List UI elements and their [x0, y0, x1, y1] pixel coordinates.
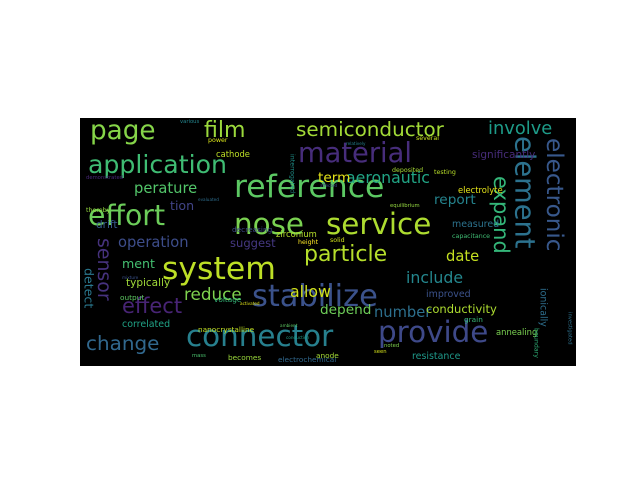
word-demonstrated: demonstrated: [86, 175, 124, 181]
word-typically: typically: [126, 277, 171, 289]
word-change: change: [86, 331, 160, 355]
word-deposited: deposited: [392, 167, 424, 174]
word-height: height: [298, 239, 319, 246]
word-ionically: ionically: [537, 288, 549, 327]
word-film: film: [204, 118, 246, 143]
word-semiconductor: semiconductor: [296, 118, 444, 141]
word-interrogated: interrogated: [288, 154, 296, 194]
word-grain: grain: [464, 315, 483, 324]
word-mixture: mixture: [122, 275, 139, 280]
word-tion: tion: [170, 198, 195, 213]
word-element: element: [508, 136, 540, 249]
word-involve: involve: [488, 118, 553, 139]
word-material: material: [298, 138, 412, 169]
word-boundary: boundary: [532, 328, 540, 359]
word-detect: detect: [81, 268, 97, 309]
word-aeronautic: aeronautic: [346, 168, 430, 187]
word-cloud: reference system stabilize nose service conne…: [80, 118, 576, 366]
word-investigated: investigated: [566, 312, 573, 345]
word-term: term: [318, 170, 351, 186]
word-page: page: [90, 118, 156, 146]
word-voltage: voltage: [214, 295, 242, 304]
word-affected: affected: [320, 183, 338, 188]
word-seen: seen: [374, 349, 387, 355]
word-relatively: relatively: [346, 141, 366, 146]
word-nose: nose: [234, 207, 305, 241]
word-annealing: annealing: [496, 327, 538, 337]
word-electrolyte: electrolyte: [458, 185, 503, 195]
word-number: number: [374, 304, 432, 321]
word-improved: improved: [426, 289, 471, 300]
word-measured: measured: [452, 219, 500, 230]
word-connector: connector: [186, 319, 334, 353]
word-output: output: [120, 293, 145, 302]
word-depend: depend: [320, 302, 372, 318]
word-conductivity: conductivity: [426, 302, 497, 316]
word-sensor: sensor: [92, 238, 115, 301]
word-testing: testing: [434, 169, 456, 176]
word-report: report: [434, 192, 476, 208]
word-ambient: ambient: [280, 323, 298, 328]
word-nanocrystalline: nanocrystalline: [198, 325, 255, 334]
word-mass: mass: [192, 353, 206, 359]
word-particle: particle: [304, 242, 388, 267]
word-correlated: correlated: [122, 319, 171, 330]
word-expand: expand: [489, 176, 513, 254]
word-resistance: resistance: [412, 351, 461, 362]
word-capacitance: capacitance: [452, 233, 491, 240]
word-suggest: suggest: [230, 236, 276, 250]
word-several: several: [416, 135, 439, 142]
word-significantly: significantly: [472, 149, 536, 161]
word-allow: allow: [290, 282, 331, 301]
word-include: include: [406, 268, 464, 287]
word-drift: drift: [96, 219, 118, 231]
word-equilibrium: equilibrium: [390, 203, 420, 209]
word-perature: perature: [134, 180, 198, 197]
word-solid: solid: [330, 237, 345, 244]
word-evaluated: evaluated: [198, 197, 219, 202]
word-thereby: thereby: [86, 207, 111, 214]
word-application: application: [88, 150, 227, 179]
word-anode: anode: [316, 351, 339, 360]
word-noted: noted: [384, 343, 400, 349]
word-operation: operation: [118, 234, 189, 251]
word-various: various: [180, 119, 200, 125]
word-becomes: becomes: [228, 353, 262, 362]
word-provide: provide: [378, 315, 489, 349]
word-activated: activated: [240, 301, 260, 306]
word-date: date: [446, 248, 480, 265]
word-system: system: [162, 251, 276, 287]
word-reduce: reduce: [184, 284, 242, 304]
word-decreasing: decreasing: [232, 225, 273, 234]
word-electronic: electronic: [541, 138, 568, 252]
word-reference: reference: [234, 169, 385, 205]
word-effort: effort: [88, 199, 166, 232]
word-effect: effect: [122, 294, 183, 318]
word-service: service: [326, 207, 432, 241]
word-stabilize: stabilize: [252, 279, 378, 314]
word-zirconium: zirconium: [276, 229, 317, 239]
word-power: power: [208, 137, 228, 144]
word-cathode: cathode: [216, 149, 250, 159]
word-conduction: conduction: [286, 335, 310, 340]
word-ment: ment: [122, 256, 155, 271]
word-electrochemical: electrochemical: [278, 355, 337, 364]
